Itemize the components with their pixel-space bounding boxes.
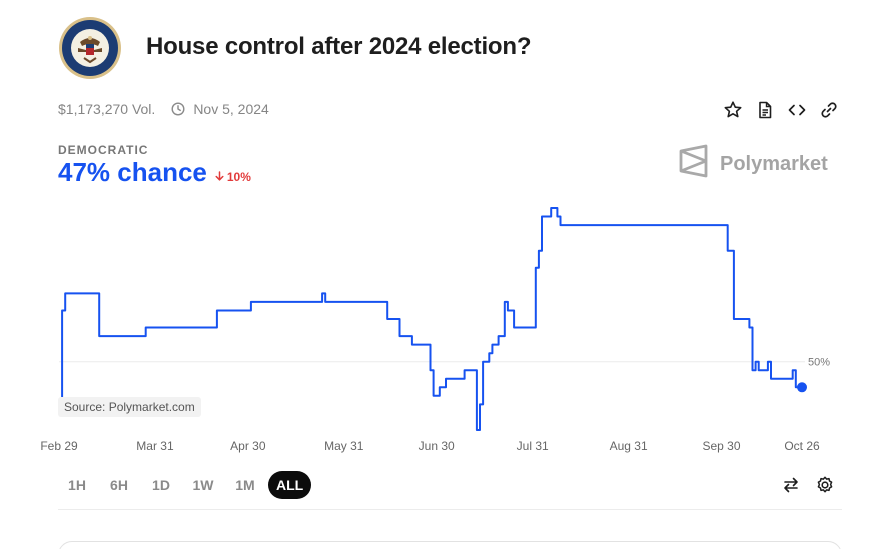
x-tick-label: Jul 31 [517,439,549,453]
x-tick-label: Oct 26 [784,439,820,453]
link-icon[interactable] [818,99,840,121]
outcomes-card [58,541,842,549]
divider [58,509,842,510]
x-tick-label: Feb 29 [40,439,78,453]
clock-icon [171,102,185,116]
market-toolbar [722,99,840,121]
x-tick-label: Aug 31 [610,439,648,453]
range-all[interactable]: ALL [268,471,312,499]
us-house-seal-icon [58,16,122,80]
range-6h[interactable]: 6H [110,477,128,493]
change-value: 10% [226,170,251,184]
market-meta: $1,173,270 Vol. Nov 5, 2024 [58,101,269,117]
y-tick-label: 50% [808,357,830,369]
polymarket-logo-icon [678,144,710,184]
code-embed-icon[interactable] [786,99,808,121]
time-range-selector: 1H 6H 1D 1W 1M ALL [58,471,312,499]
range-1d[interactable]: 1D [152,477,170,493]
chance-value: 47% chance [58,157,207,187]
chart-source-label: Source: Polymarket.com [58,397,201,417]
change-badge: 10% [215,170,251,184]
chance-row: 47% chance 10% [58,157,251,188]
end-date: Nov 5, 2024 [193,101,269,117]
arrow-down-icon [215,170,224,184]
settings-gear-icon[interactable] [814,474,836,496]
range-1m[interactable]: 1M [235,477,255,493]
chart-controls [780,474,836,496]
star-icon[interactable] [722,99,744,121]
current-value-marker[interactable] [797,382,807,393]
x-tick-label: Apr 30 [230,439,266,453]
x-tick-label: Mar 31 [136,439,174,453]
polymarket-watermark: Polymarket [678,144,828,184]
x-tick-label: Jun 30 [419,439,455,453]
swap-icon[interactable] [780,474,802,496]
range-1w[interactable]: 1W [192,477,214,493]
polymarket-brand-name: Polymarket [720,152,828,175]
range-1h[interactable]: 1H [68,477,86,493]
document-icon[interactable] [754,99,776,121]
volume-label: $1,173,270 Vol. [58,101,156,117]
x-tick-label: May 31 [324,439,364,453]
outcome-label: DEMOCRATIC [58,143,149,157]
x-tick-label: Sep 30 [702,439,740,453]
market-title: House control after 2024 election? [146,33,532,60]
